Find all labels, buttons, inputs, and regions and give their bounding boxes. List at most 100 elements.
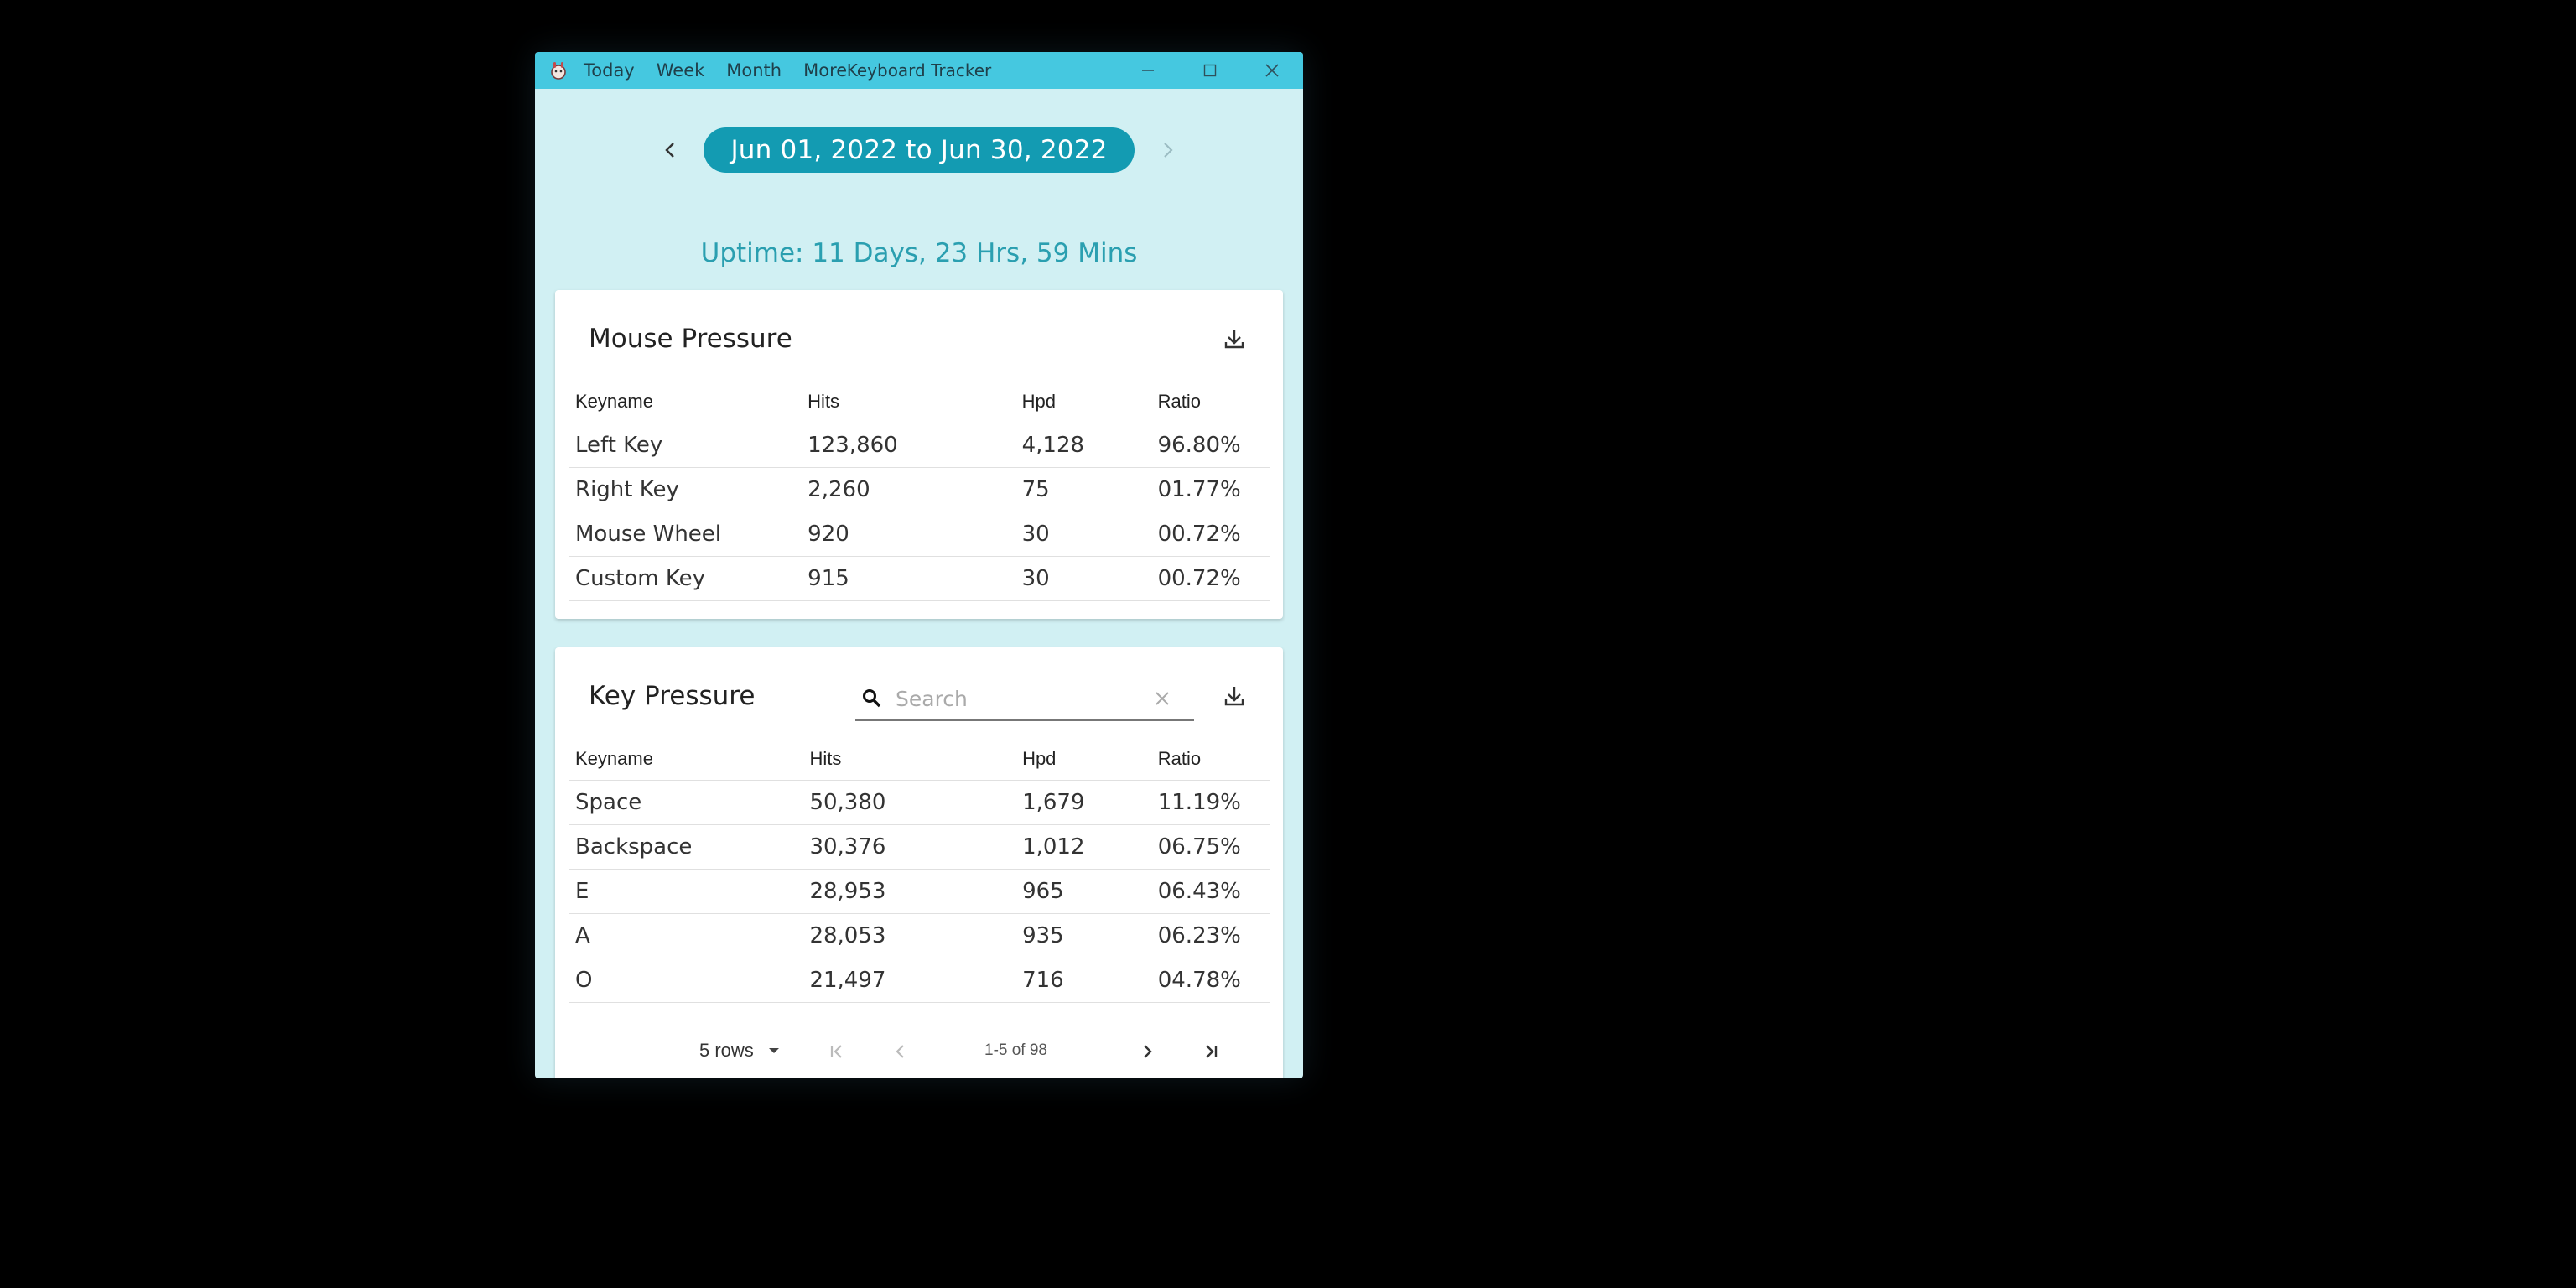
column-header[interactable]: Ratio <box>1150 381 1270 423</box>
close-icon <box>1265 64 1279 77</box>
table-cell: 00.72% <box>1150 556 1270 601</box>
table-cell: E <box>569 869 803 914</box>
table-cell: O <box>569 958 803 1003</box>
table-cell: 30,376 <box>802 824 1016 870</box>
chevron-left-icon <box>665 143 675 158</box>
table-cell: 11.19% <box>1150 780 1270 825</box>
table-cell: 01.77% <box>1150 467 1270 512</box>
key-pressure-card: Key Pressure Keyname <box>555 647 1283 1078</box>
last-page-icon <box>1206 1045 1218 1058</box>
search-input[interactable] <box>894 685 1140 712</box>
table-row: Backspace 30,376 1,012 06.75% <box>569 824 1270 870</box>
table-row: Space 50,380 1,679 11.19% <box>569 780 1270 825</box>
table-row: Left Key 123,860 4,128 96.80% <box>569 423 1270 468</box>
uptime-text: Uptime: 11 Days, 23 Hrs, 59 Mins <box>700 238 1138 268</box>
table-cell: 75 <box>1015 467 1151 512</box>
caret-down-icon <box>768 1048 779 1053</box>
column-header[interactable]: Hits <box>802 738 1016 781</box>
column-header[interactable]: Ratio <box>1150 738 1270 781</box>
close-icon <box>1156 692 1169 705</box>
table-cell: Custom Key <box>569 556 802 601</box>
table-cell: 06.75% <box>1150 824 1270 870</box>
chevron-right-icon <box>1163 143 1173 158</box>
rows-per-page-select[interactable]: 5 rows <box>699 1036 782 1065</box>
table-row: Right Key 2,260 75 01.77% <box>569 467 1270 512</box>
mouse-pressure-card: Mouse Pressure Keyname Hits Hpd Ratio <box>555 290 1283 619</box>
table-cell: Space <box>569 780 803 825</box>
app-logo-icon <box>550 61 567 80</box>
download-button[interactable] <box>1214 319 1254 359</box>
app-window: Today Week Month More Keyboard Tracker J… <box>535 52 1303 1078</box>
mouse-pressure-table: Keyname Hits Hpd Ratio Left Key 123,860 … <box>569 381 1270 601</box>
column-header[interactable]: Hits <box>801 381 1015 423</box>
table-cell: 716 <box>1015 958 1151 1003</box>
table-cell: 21,497 <box>802 958 1016 1003</box>
pagination-bar: 5 rows 1-5 of 98 <box>569 1010 1270 1078</box>
column-header[interactable]: Hpd <box>1015 381 1151 423</box>
card-title: Key Pressure <box>589 681 756 711</box>
table-cell: 04.78% <box>1150 958 1270 1003</box>
table-header-row: Keyname Hits Hpd Ratio <box>569 381 1270 423</box>
date-range-nav: Jun 01, 2022 to Jun 30, 2022 <box>535 127 1303 173</box>
first-page-icon <box>830 1045 842 1058</box>
column-header[interactable]: Keyname <box>569 381 802 423</box>
table-cell: Mouse Wheel <box>569 512 802 557</box>
table-cell: Backspace <box>569 824 803 870</box>
column-header[interactable]: Keyname <box>569 738 803 781</box>
table-cell: 1,679 <box>1015 780 1151 825</box>
search-icon <box>859 688 886 709</box>
table-cell: A <box>569 913 803 958</box>
previous-page-button[interactable] <box>884 1035 917 1068</box>
table-cell: 06.43% <box>1150 869 1270 914</box>
page-info: 1-5 of 98 <box>984 1041 1047 1059</box>
chevron-right-icon <box>1144 1045 1152 1058</box>
last-page-button[interactable] <box>1194 1035 1228 1068</box>
table-cell: Right Key <box>569 467 802 512</box>
table-cell: 915 <box>801 556 1015 601</box>
table-cell: 96.80% <box>1150 423 1270 468</box>
download-icon <box>1224 687 1244 706</box>
table-row: Mouse Wheel 920 30 00.72% <box>569 512 1270 557</box>
table-row: A 28,053 935 06.23% <box>569 913 1270 958</box>
table-cell: 06.23% <box>1150 913 1270 958</box>
key-pressure-table: Keyname Hits Hpd Ratio Space 50,380 1,67… <box>569 738 1270 1003</box>
table-cell: 30 <box>1015 512 1151 557</box>
chevron-left-icon <box>896 1045 904 1058</box>
menu-week[interactable]: Week <box>656 60 705 80</box>
table-cell: 50,380 <box>802 780 1016 825</box>
maximize-button[interactable] <box>1179 52 1241 89</box>
table-cell: 920 <box>801 512 1015 557</box>
first-page-button[interactable] <box>820 1035 854 1068</box>
column-header[interactable]: Hpd <box>1015 738 1151 781</box>
table-cell: 123,860 <box>801 423 1015 468</box>
table-cell: 4,128 <box>1015 423 1151 468</box>
table-cell: Left Key <box>569 423 802 468</box>
clear-search-button[interactable] <box>1145 689 1179 708</box>
table-row: O 21,497 716 04.78% <box>569 958 1270 1003</box>
card-title: Mouse Pressure <box>589 324 792 354</box>
table-header-row: Keyname Hits Hpd Ratio <box>569 738 1270 781</box>
next-page-button[interactable] <box>1130 1035 1164 1068</box>
next-period-button[interactable] <box>1151 133 1185 167</box>
table-row: Custom Key 915 30 00.72% <box>569 556 1270 601</box>
table-cell: 28,053 <box>802 913 1016 958</box>
search-field <box>855 678 1194 721</box>
date-range-label[interactable]: Jun 01, 2022 to Jun 30, 2022 <box>704 127 1135 173</box>
download-icon <box>1224 330 1244 349</box>
previous-period-button[interactable] <box>653 133 687 167</box>
download-button[interactable] <box>1214 676 1254 716</box>
minimize-icon <box>1142 70 1154 71</box>
table-cell: 935 <box>1015 913 1151 958</box>
menu-more[interactable]: More <box>803 60 848 80</box>
table-cell: 1,012 <box>1015 824 1151 870</box>
title-bar: Today Week Month More Keyboard Tracker <box>535 52 1303 89</box>
minimize-button[interactable] <box>1117 52 1179 89</box>
table-cell: 2,260 <box>801 467 1015 512</box>
maximize-icon <box>1203 64 1217 77</box>
table-cell: 00.72% <box>1150 512 1270 557</box>
table-row: E 28,953 965 06.43% <box>569 869 1270 914</box>
menu-month[interactable]: Month <box>726 60 782 80</box>
menu-today[interactable]: Today <box>584 60 635 80</box>
rows-per-page-label: 5 rows <box>699 1040 754 1061</box>
close-button[interactable] <box>1241 52 1303 89</box>
